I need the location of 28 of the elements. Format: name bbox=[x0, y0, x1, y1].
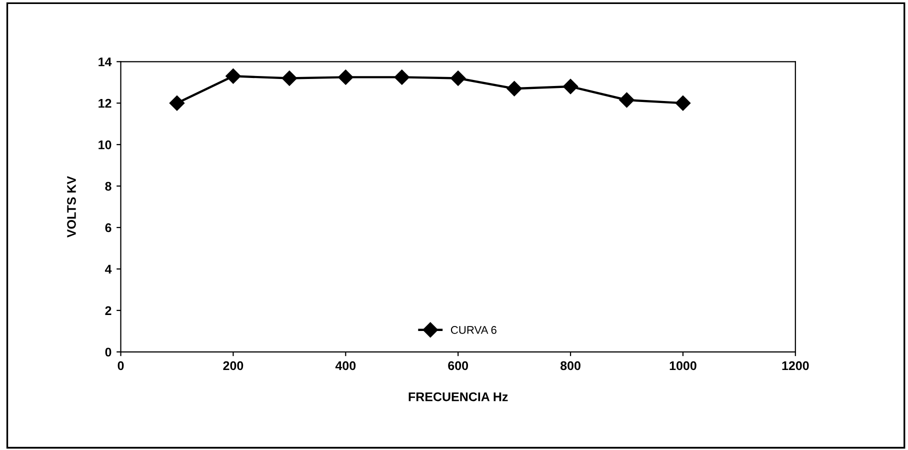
y-axis-title: VOLTS KV bbox=[67, 176, 76, 238]
y-tick-label: 14 bbox=[98, 58, 112, 66]
point bbox=[619, 92, 634, 108]
legend-label: CURVA 6 bbox=[450, 326, 496, 334]
x-tick-label: 200 bbox=[223, 361, 244, 370]
y-tick-label: 6 bbox=[105, 223, 112, 232]
x-tick-label: 0 bbox=[118, 361, 124, 370]
point bbox=[282, 70, 297, 86]
y-tick-label: 10 bbox=[98, 140, 112, 150]
point bbox=[450, 70, 466, 86]
point bbox=[226, 68, 241, 84]
point bbox=[675, 96, 691, 111]
x-tick-label: 1200 bbox=[782, 361, 809, 370]
point bbox=[562, 78, 578, 94]
y-tick-label: 4 bbox=[104, 264, 112, 274]
x-tick-label: 1000 bbox=[670, 361, 696, 370]
x-tick-label: 600 bbox=[448, 361, 468, 370]
x-tick-label: 400 bbox=[335, 361, 356, 370]
point bbox=[338, 70, 354, 85]
x-tick-label: 800 bbox=[560, 361, 580, 370]
y-tick-label: 8 bbox=[105, 182, 112, 191]
y-tick-label: 12 bbox=[98, 98, 112, 108]
y-tick-label: 2 bbox=[105, 306, 112, 315]
y-tick-label: 0 bbox=[105, 348, 112, 357]
point bbox=[506, 81, 522, 96]
point bbox=[394, 70, 410, 85]
point bbox=[169, 96, 185, 111]
x-axis-title: FRECUENCIA Hz bbox=[408, 392, 508, 402]
